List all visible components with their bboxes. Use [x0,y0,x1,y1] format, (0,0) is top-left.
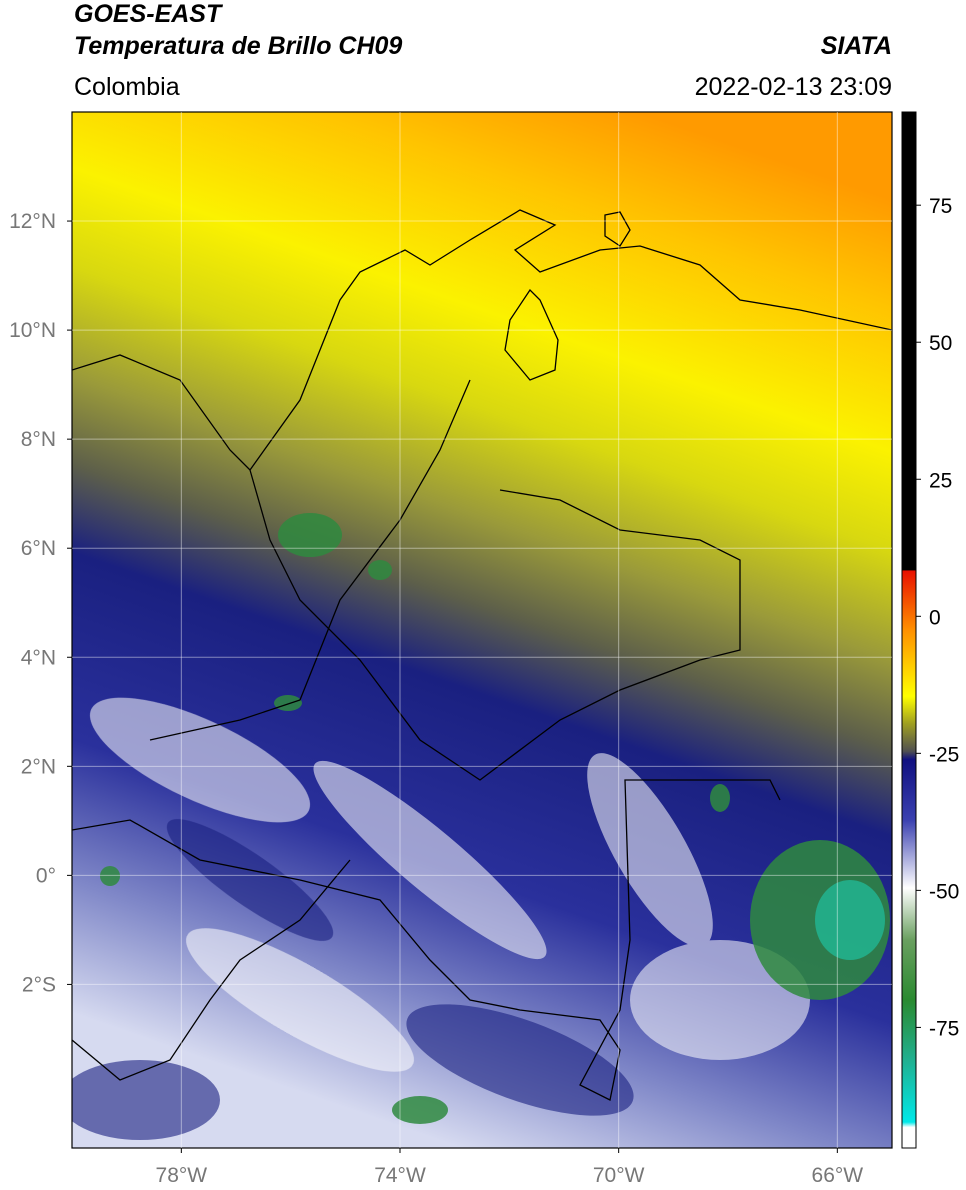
colorbar [901,111,917,1149]
y-tick-label: 6°N [21,537,56,560]
x-tick-label: 74°W [374,1164,426,1187]
satellite-image [72,112,892,1148]
colorbar-tick-label: -50 [929,880,959,903]
y-tick-label: 4°N [21,646,56,669]
colorbar-tick-label: 25 [929,469,952,492]
x-tick-label: 78°W [156,1164,208,1187]
colorbar-tick-label: 0 [929,606,941,629]
y-tick-label: 12°N [9,210,56,233]
colorbar-tick-label: -25 [929,743,959,766]
y-tick-label: 2°N [21,755,56,778]
x-tick-label: 70°W [593,1164,645,1187]
region: Colombia [74,73,180,101]
source: SIATA [821,32,892,60]
y-tick-label: 8°N [21,428,56,451]
coastlines [72,209,892,1101]
map-frame [71,111,893,1149]
colorbar-tick-label: -75 [929,1017,959,1040]
colorbar-tick-label: 50 [929,332,952,355]
y-tick-label: 10°N [9,319,56,342]
datetime: 2022-02-13 23:09 [695,73,892,101]
x-tick-label: 66°W [812,1164,864,1187]
subtitle: Temperatura de Brillo CH09 [74,32,402,60]
y-tick-label: 2°S [22,973,56,996]
title: GOES-EAST [74,0,224,28]
y-tick-label: 0° [36,864,56,887]
colorbar-tick-label: 75 [929,195,952,218]
